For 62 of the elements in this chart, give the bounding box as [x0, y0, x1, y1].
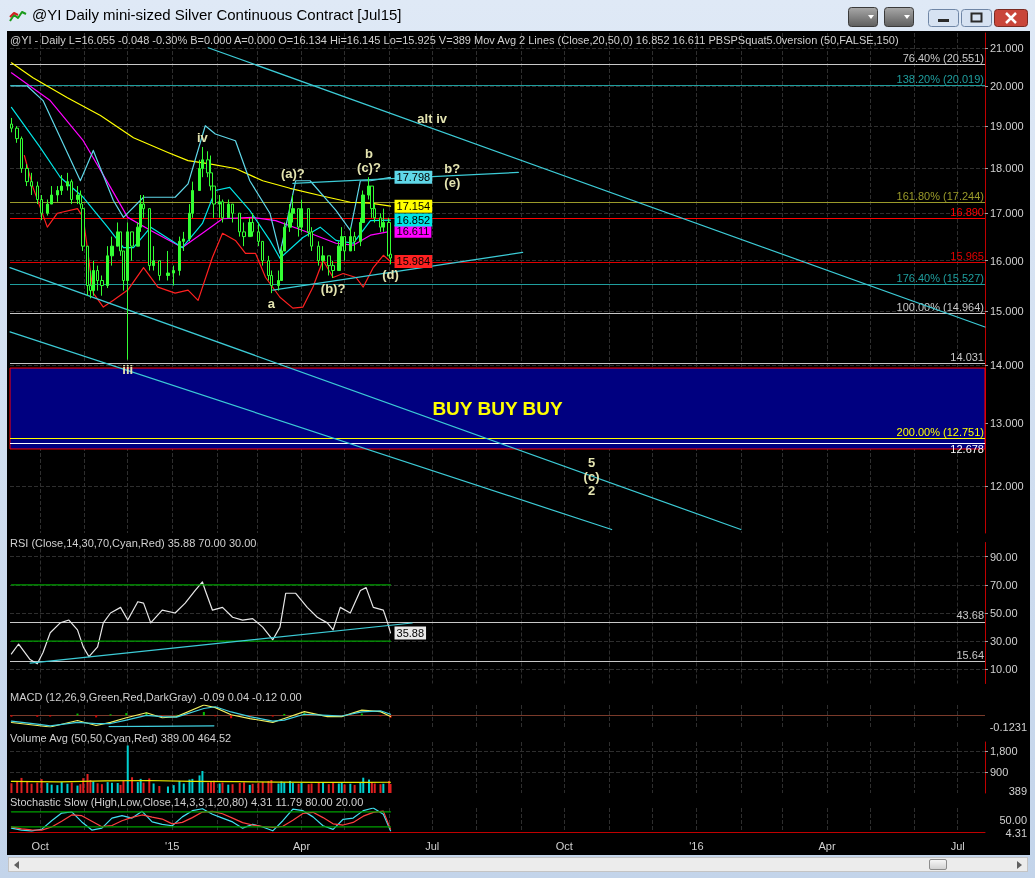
- annotation: (a)?: [280, 165, 305, 181]
- y-tick-label: 30.00: [990, 635, 1018, 648]
- data-label: 17.798: [396, 171, 431, 184]
- text: 389: [1008, 784, 1028, 797]
- ref-line-label: 176.40% (15.527): [896, 271, 984, 284]
- x-tick-label: Apr: [292, 839, 311, 852]
- annotation: b?: [444, 160, 461, 176]
- y-tick-label: 10.00: [990, 663, 1018, 676]
- y-tick-label: 13.000: [990, 417, 1024, 430]
- x-tick-label: Oct: [31, 839, 49, 852]
- ref-line-label: 16.890: [950, 205, 984, 218]
- y-tick-label: 16.000: [990, 254, 1024, 267]
- ref-line-label: 12.678: [950, 443, 984, 456]
- data-label: 15.984: [396, 255, 431, 268]
- y-tick-label: 1,800: [990, 745, 1018, 758]
- chart-subtitle: MACD (12,26,9,Green,Red,DarkGray) -0.09 0.04 -0.12 0.00: [10, 690, 302, 703]
- annotation: b: [365, 145, 374, 161]
- y-tick-label: 70.00: [990, 578, 1018, 591]
- y-tick-label: 17.000: [990, 207, 1024, 220]
- data-label: 35.88: [396, 626, 425, 639]
- chart-subtitle: Stochastic Slow (High,Low,Close,14,3,3,1,20,80) 4.31 11.79 80.00 20.00: [10, 795, 364, 808]
- y-tick-label: 15.000: [990, 305, 1024, 318]
- x-tick-label: Apr: [818, 839, 836, 852]
- band-label: BUY BUY BUY: [432, 398, 563, 420]
- annotation: alt iv: [417, 111, 448, 127]
- y-tick-label: 21.000: [990, 41, 1024, 54]
- ref-line-label: 15.64: [956, 648, 984, 661]
- y-tick-label: 19.000: [990, 120, 1024, 133]
- y-tick-label: 20.000: [990, 79, 1024, 92]
- ref-line-label: 76.40% (20.551): [902, 52, 984, 65]
- x-tick-label: Jul: [950, 839, 965, 852]
- x-tick-label: Jul: [425, 839, 440, 852]
- ref-line-label: 200.00% (12.751): [896, 425, 984, 438]
- ref-line-label: 15.965: [950, 250, 984, 263]
- text: -0.1231: [989, 720, 1027, 733]
- chart-subtitle: RSI (Close,14,30,70,Cyan,Red) 35.88 70.00 30.00: [10, 536, 257, 549]
- data-label: 17.154: [396, 200, 431, 213]
- text: 4.31: [1005, 826, 1028, 839]
- ref-line-label: 161.80% (17.244): [896, 189, 984, 202]
- x-tick-label: '16: [689, 839, 704, 852]
- data-label: 16.611: [396, 225, 430, 238]
- y-tick-label: 900: [990, 766, 1009, 779]
- y-tick-label: 50.00: [990, 607, 1018, 619]
- annotation: 5: [587, 454, 596, 470]
- ref-line-label: 138.20% (20.019): [896, 72, 984, 85]
- data-label: 16.852: [396, 214, 431, 227]
- ref-line-label: 43.68: [956, 609, 984, 622]
- annotation: a: [267, 295, 276, 311]
- y-tick-label: 18.000: [990, 162, 1024, 175]
- x-tick-label: '15: [165, 839, 180, 852]
- chart-title: @YI Daily mini-sized Silver Continuous Contract [Jul15]: [32, 6, 402, 23]
- chart-subtitle: Volume Avg (50,50,Cyan,Red) 389.00 464.52: [10, 731, 232, 744]
- annotation: (e): [444, 174, 461, 190]
- annotation: (b)?: [320, 280, 346, 296]
- x-tick-label: Oct: [555, 839, 573, 852]
- chart-subtitle: @YI - Daily L=16.055 -0.048 -0.30% B=0.000 A=0.000 O=16.134 Hi=16.145 Lo=15.925 V=389 Mov Avg 2 Lines (Close,20,50,0) 16.852 16.611 PBSPSquat5.0version (50,FALSE,150): [10, 33, 899, 46]
- y-tick-label: 14.000: [990, 359, 1024, 372]
- y-tick-label: 90.00: [990, 550, 1018, 563]
- annotation: (c)?: [357, 159, 381, 175]
- y-tick-label: 12.000: [990, 479, 1024, 492]
- ref-line-label: 14.031: [950, 351, 984, 364]
- annotation: 2: [587, 482, 596, 498]
